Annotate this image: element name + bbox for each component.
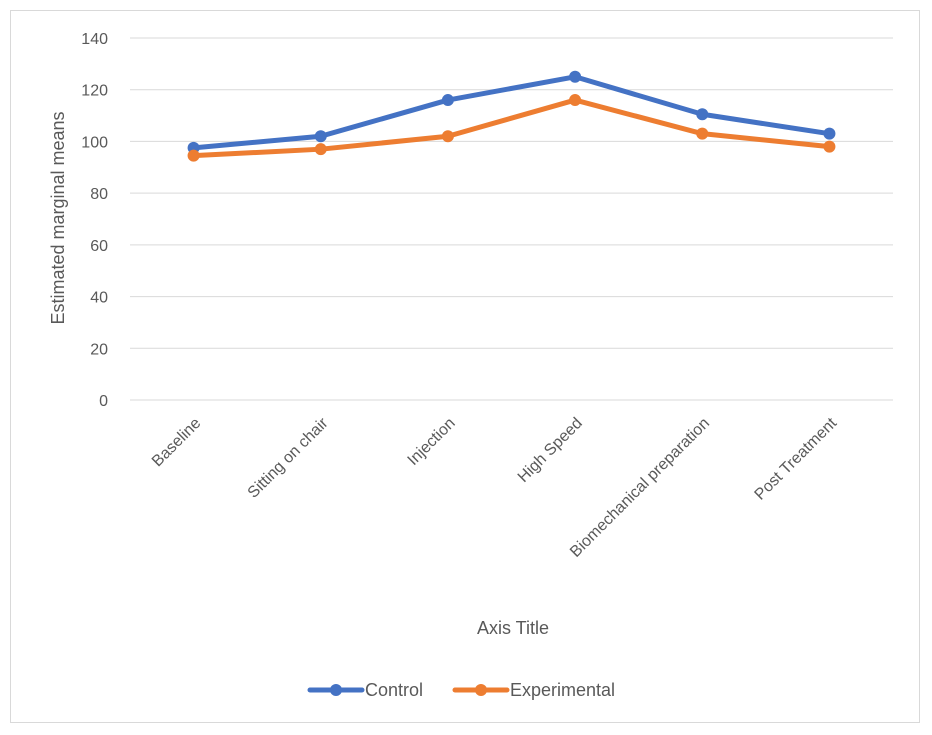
y-tick-labels: 0 20 40 60 80 100 120 140 [81,31,108,410]
y-tick-label: 80 [90,186,108,203]
gridlines [130,37,893,401]
y-tick-label: 140 [81,31,108,48]
data-point [441,130,454,143]
x-axis-title: Axis Title [477,618,549,638]
legend-item: Experimental [452,680,615,700]
y-tick-label: 120 [81,83,108,100]
x-tick-label: Injection [405,415,459,469]
data-point [823,127,836,140]
x-tick-label: Baseline [149,415,204,470]
data-point [441,94,454,107]
data-point [187,149,200,162]
y-tick-label: 100 [81,134,108,151]
legend-item: Control [307,680,423,700]
data-point [696,127,709,140]
legend: Control Experimental [307,680,615,700]
series-line [191,74,832,151]
legend-marker [330,684,342,696]
data-point [823,140,836,153]
series-lines [187,70,836,162]
x-tick-label: Sitting on chair [245,414,332,501]
series-experimental [187,94,836,162]
x-tick-label: High Speed [515,415,586,486]
data-point [314,143,327,156]
data-point [314,130,327,143]
data-point [569,94,582,107]
legend-marker [475,684,487,696]
data-point [696,108,709,121]
data-point [569,70,582,83]
legend-label: Experimental [510,680,615,700]
y-axis-title: Estimated marginal means [48,111,68,324]
y-tick-label: 60 [90,238,108,255]
y-tick-label: 40 [90,290,108,307]
y-tick-label: 20 [90,341,108,358]
legend-label: Control [365,680,423,700]
y-tick-label: 0 [99,393,108,410]
series-line [191,97,832,159]
x-tick-labels: Baseline Sitting on chair Injection High Sp… [149,414,841,560]
series-control [187,70,836,154]
x-tick-label: Biomechanical preparation [567,415,713,561]
x-tick-label: Post Treatment [752,414,841,503]
